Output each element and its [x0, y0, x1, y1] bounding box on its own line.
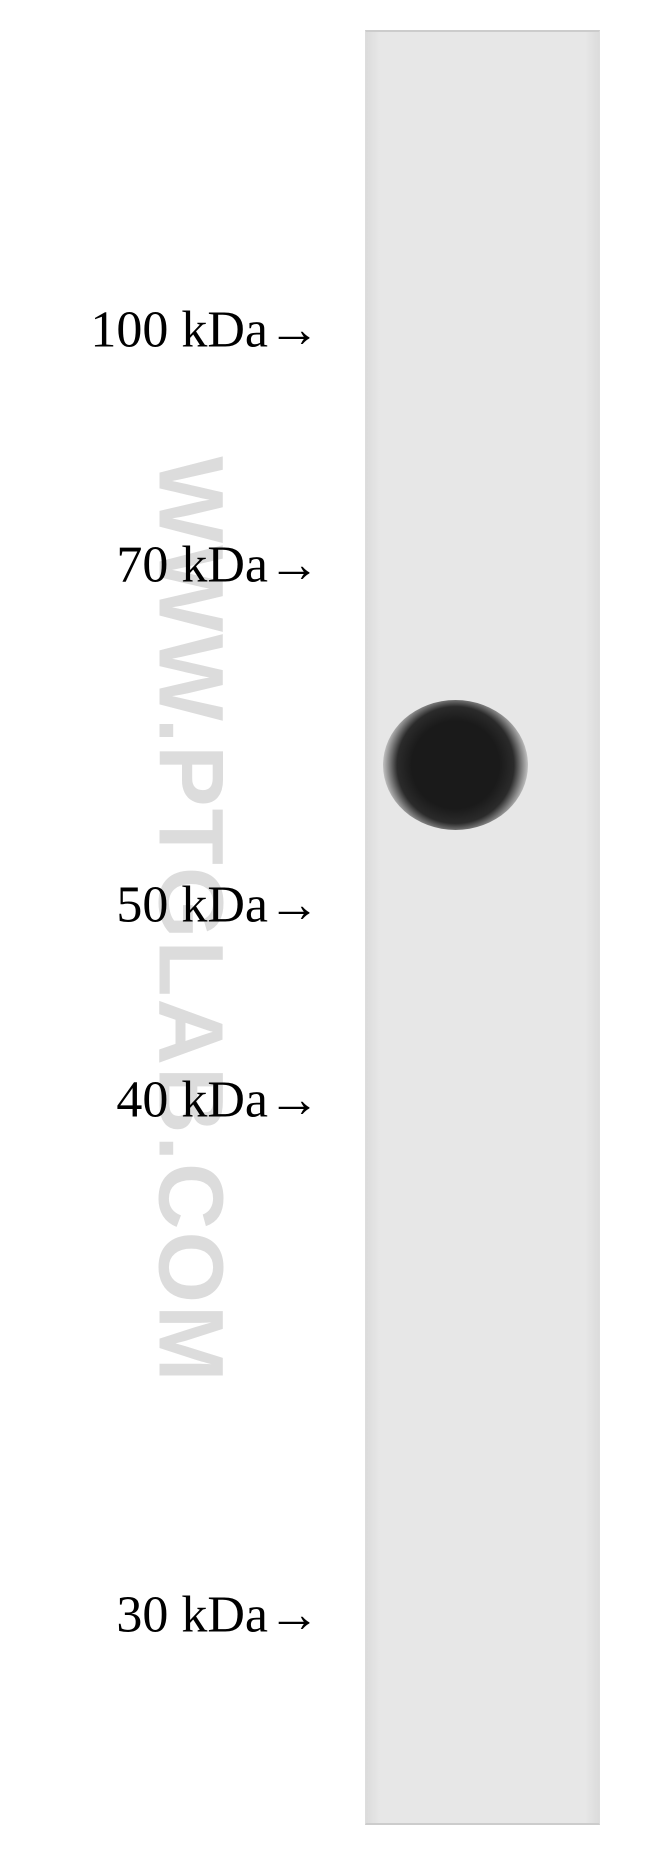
- mw-marker-50: 50 kDa→: [116, 876, 320, 935]
- mw-marker-70: 70 kDa→: [116, 536, 320, 595]
- protein-band: [383, 700, 528, 830]
- mw-marker-40: 40 kDa→: [116, 1071, 320, 1130]
- western-blot-figure: WWW.PTGLAB.COM 100 kDa→ 70 kDa→ 50 kDa→ …: [0, 0, 650, 1855]
- mw-marker-30: 30 kDa→: [116, 1586, 320, 1645]
- mw-marker-100: 100 kDa→: [90, 301, 320, 360]
- blot-lane: [365, 30, 600, 1825]
